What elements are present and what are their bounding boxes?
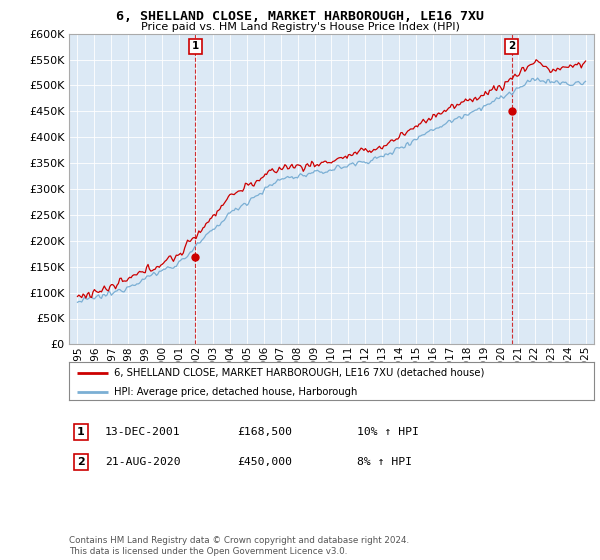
Text: 2: 2 — [508, 41, 515, 52]
Text: 8% ↑ HPI: 8% ↑ HPI — [357, 457, 412, 467]
Text: 1: 1 — [192, 41, 199, 52]
Text: HPI: Average price, detached house, Harborough: HPI: Average price, detached house, Harb… — [113, 387, 357, 397]
Text: 1: 1 — [77, 427, 85, 437]
Text: Contains HM Land Registry data © Crown copyright and database right 2024.
This d: Contains HM Land Registry data © Crown c… — [69, 536, 409, 556]
Text: 13-DEC-2001: 13-DEC-2001 — [105, 427, 181, 437]
Text: Price paid vs. HM Land Registry's House Price Index (HPI): Price paid vs. HM Land Registry's House … — [140, 22, 460, 32]
Text: 2: 2 — [77, 457, 85, 467]
Text: £168,500: £168,500 — [237, 427, 292, 437]
Text: 6, SHELLAND CLOSE, MARKET HARBOROUGH, LE16 7XU: 6, SHELLAND CLOSE, MARKET HARBOROUGH, LE… — [116, 10, 484, 23]
Text: 21-AUG-2020: 21-AUG-2020 — [105, 457, 181, 467]
Text: £450,000: £450,000 — [237, 457, 292, 467]
Text: 10% ↑ HPI: 10% ↑ HPI — [357, 427, 419, 437]
Text: 6, SHELLAND CLOSE, MARKET HARBOROUGH, LE16 7XU (detached house): 6, SHELLAND CLOSE, MARKET HARBOROUGH, LE… — [113, 368, 484, 378]
